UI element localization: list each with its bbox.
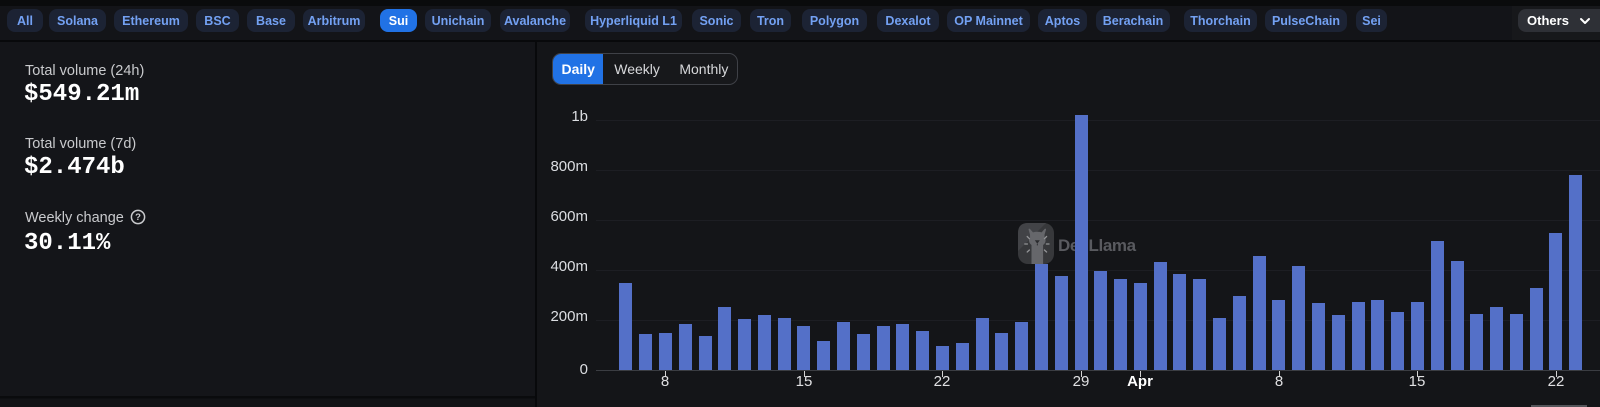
svg-text:?: ? bbox=[135, 212, 141, 223]
